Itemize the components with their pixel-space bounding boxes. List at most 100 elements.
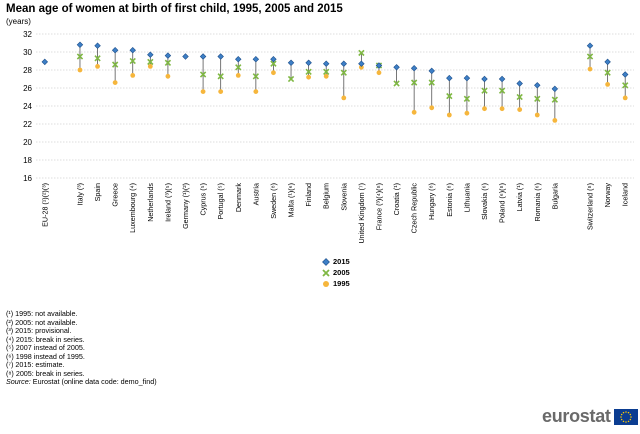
source-line: Source: Eurostat (online data code: demo…: [6, 377, 157, 387]
x-tick-label: Romania (⁶): [533, 183, 542, 222]
point-1995: [147, 64, 153, 69]
point-2015: [428, 67, 435, 75]
y-tick-label: 22: [23, 120, 32, 129]
point-1995: [517, 107, 523, 112]
point-1995: [235, 73, 241, 78]
point-2015: [621, 71, 629, 78]
point-1995: [95, 64, 100, 69]
point-2015: [182, 53, 189, 60]
x-tick-label: Portugal (⁵): [216, 183, 225, 220]
point-2015: [199, 53, 207, 60]
x-tick-label: Italy (³): [75, 183, 84, 205]
x-tick-label: EU-28 (¹)(²)(³): [40, 183, 49, 227]
point-2005: [534, 95, 541, 102]
point-2015: [551, 85, 559, 93]
point-1995: [165, 73, 171, 79]
point-2005: [428, 79, 435, 86]
y-tick-label: 16: [23, 174, 32, 183]
point-2005: [217, 73, 224, 80]
point-2015: [340, 60, 348, 67]
x-tick-label: Finland: [304, 183, 313, 207]
point-2015: [463, 74, 471, 82]
point-1995: [358, 64, 364, 70]
x-tick-label: Luxembourg (⁴): [128, 183, 137, 233]
point-2005: [94, 55, 101, 62]
chart-subtitle: (years): [6, 17, 31, 26]
point-1995: [499, 106, 505, 112]
x-tick-label: Croatia (¹): [392, 183, 401, 215]
x-tick-label: Lithuania: [462, 183, 471, 212]
footnote: (³) 2015: provisional.: [6, 326, 72, 335]
point-2015: [217, 53, 224, 60]
circle-marker-icon: [323, 280, 329, 287]
point-2005: [111, 61, 119, 68]
x-tick-label: Cyprus (⁵): [199, 183, 208, 216]
source-text: Eurostat (online data code: demo_find): [32, 377, 157, 386]
point-1995: [429, 105, 435, 111]
x-tick-label: Malta (¹)(⁶): [287, 183, 296, 218]
point-2005: [358, 49, 365, 57]
point-1995: [622, 95, 628, 101]
point-1995: [552, 118, 558, 123]
y-tick-label: 24: [23, 102, 32, 111]
point-2015: [164, 52, 172, 59]
point-2015: [586, 42, 594, 49]
x-tick-label: Netherlands: [146, 183, 155, 222]
x-tick-label: Ireland (³)(⁵): [163, 183, 172, 222]
point-2015: [41, 58, 49, 66]
chart-title: Mean age of women at birth of first chil…: [6, 3, 343, 15]
point-2015: [375, 62, 383, 69]
x-tick-label: Slovakia (⁶): [480, 183, 489, 220]
point-1995: [271, 70, 276, 76]
flag-star-icon: [620, 413, 623, 415]
point-2005: [481, 87, 488, 94]
diamond-marker-icon: [322, 257, 330, 266]
footnote: (²) 2005: not available.: [6, 317, 78, 327]
legend-item-2015: 2015: [322, 256, 350, 267]
point-2015: [129, 46, 136, 54]
x-tick-label: Poland (⁶)(⁸): [498, 183, 507, 223]
flag-star-icon: [624, 410, 627, 413]
point-2015: [111, 46, 119, 54]
point-2005: [393, 80, 400, 87]
x-tick-label: Bulgaria: [550, 183, 559, 209]
point-2015: [410, 64, 418, 72]
point-2005: [270, 60, 277, 67]
point-2005: [164, 59, 172, 66]
point-2015: [235, 55, 242, 63]
point-2015: [481, 75, 488, 83]
point-1995: [306, 74, 312, 80]
legend-label-1995: 1995: [333, 279, 350, 288]
flag-star-icon: [627, 420, 629, 422]
flag-star-icon: [629, 413, 631, 415]
point-2005: [76, 53, 84, 60]
point-2005: [323, 68, 330, 75]
footnote: (⁴) 2015: break in series.: [6, 334, 85, 344]
x-tick-label: Slovenia: [339, 183, 348, 211]
eurostat-logo: eurostat: [542, 406, 638, 427]
point-2015: [358, 60, 365, 67]
y-tick-label: 20: [23, 138, 32, 147]
point-1995: [411, 109, 417, 115]
point-2005: [287, 75, 295, 83]
legend-label-2005: 2005: [333, 268, 350, 277]
point-1995: [482, 106, 487, 112]
flag-star-icon: [627, 411, 629, 413]
flag-star-icon: [629, 418, 631, 420]
x-tick-label: Greece: [111, 183, 120, 207]
y-tick-label: 32: [23, 30, 32, 39]
footnote: (⁸) 2005: break in series.: [6, 368, 85, 378]
point-2005: [463, 95, 471, 102]
point-1995: [253, 89, 259, 94]
point-1995: [376, 70, 382, 76]
x-tick-label: Estonia (⁸): [445, 183, 454, 217]
point-2015: [252, 55, 260, 63]
point-2015: [305, 59, 312, 67]
flag-star-icon: [622, 411, 624, 413]
point-2015: [147, 51, 154, 58]
y-tick-label: 28: [23, 66, 32, 75]
y-tick-label: 26: [23, 84, 32, 93]
footnote: (⁷) 2015: estimate.: [6, 360, 65, 369]
x-tick-label: Czech Republic: [410, 183, 419, 234]
point-2015: [270, 55, 277, 63]
